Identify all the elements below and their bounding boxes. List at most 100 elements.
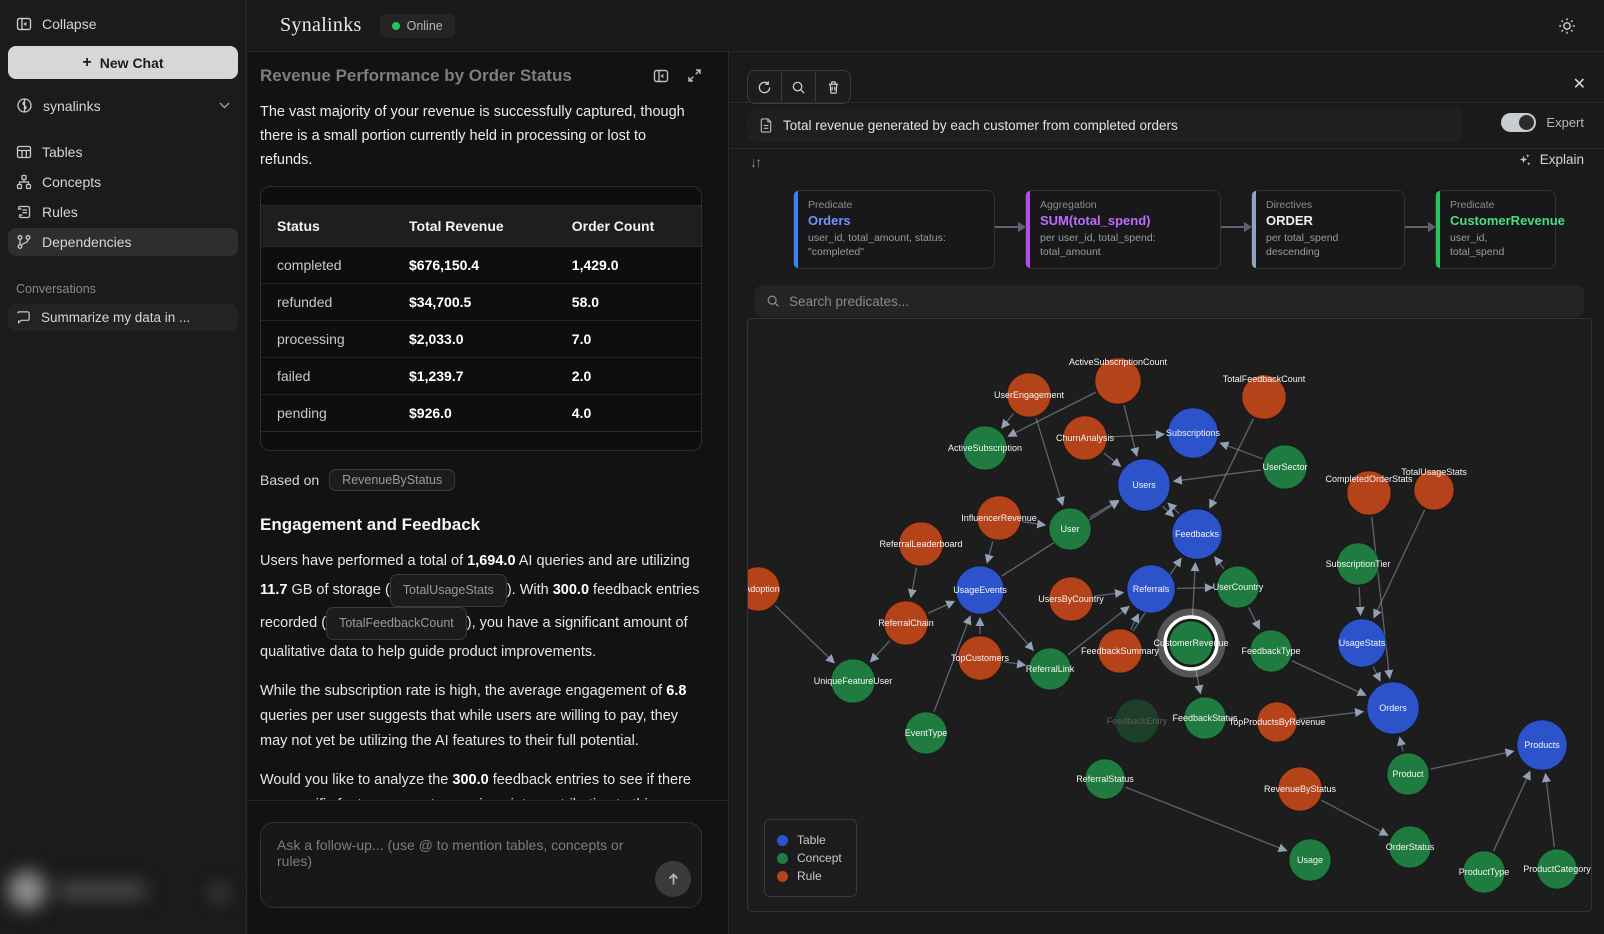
graph-node-EventType[interactable]: EventType xyxy=(904,711,948,755)
graph-node-TotalFeedbackCount[interactable]: TotalFeedbackCount xyxy=(1223,374,1306,420)
expand-icon[interactable] xyxy=(687,68,702,84)
graph-node-label: ReferralStatus xyxy=(1076,774,1134,784)
workspace-name: synalinks xyxy=(43,97,101,114)
sidebar-item-dependencies[interactable]: Dependencies xyxy=(8,228,238,256)
graph-node-Orders[interactable]: Orders xyxy=(1366,681,1420,735)
graph-node-UniqueFeatureUser[interactable]: UniqueFeatureUser xyxy=(814,658,893,704)
graph-node-label: ChurnAnalysis xyxy=(1056,433,1115,443)
graph-edge xyxy=(1298,708,1365,721)
graph-node-ReferralChain[interactable]: ReferralChain xyxy=(878,600,934,646)
reference-chip[interactable]: TotalFeedbackCount xyxy=(326,607,467,640)
graph-node-ChurnAnalysis[interactable]: ChurnAnalysis xyxy=(1056,415,1115,461)
trash-icon[interactable] xyxy=(816,71,850,103)
graph-node-TopProductsByRevenue[interactable]: TopProductsByRevenue xyxy=(1229,701,1326,743)
predicate-search xyxy=(755,285,1584,317)
graph-edge xyxy=(1430,748,1515,770)
table-icon xyxy=(16,144,32,160)
pipeline-card-order[interactable]: Directives ORDER per total_spend descend… xyxy=(1251,190,1405,269)
based-on-label: Based on xyxy=(260,472,320,488)
graph-node-label: RevenueByStatus xyxy=(1264,784,1337,794)
graph-node-ProductType[interactable]: ProductType xyxy=(1459,850,1510,894)
graph-node-ReferralStatus[interactable]: ReferralStatus xyxy=(1076,758,1134,800)
pipeline-card-orders[interactable]: Predicate Orders user_id, total_amount, … xyxy=(793,190,995,269)
pipeline-card-customerrevenue[interactable]: Predicate CustomerRevenue user_id, total… xyxy=(1435,190,1565,269)
follow-up-input[interactable] xyxy=(261,823,701,907)
graph-node-FeedbackSummary[interactable]: FeedbackSummary xyxy=(1081,628,1160,674)
expert-toggle[interactable] xyxy=(1501,113,1537,132)
col-status: Status xyxy=(261,205,393,247)
refresh-icon[interactable] xyxy=(748,71,782,103)
graph-edge xyxy=(907,567,918,599)
table-row: failed $1,239.7 2.0 xyxy=(261,357,701,395)
dependency-graph[interactable]: ActiveSubscriptionCount UserEngagement Tot… xyxy=(747,318,1592,912)
graph-node-UsageStats[interactable]: UsageStats xyxy=(1337,618,1387,668)
graph-node-label: Usage xyxy=(1297,855,1323,865)
graph-node-label: FeedbackStatus xyxy=(1172,713,1238,723)
graph-node-UsageEvents[interactable]: UsageEvents xyxy=(953,565,1007,615)
workspace-selector[interactable]: synalinks xyxy=(8,91,238,120)
graph-edge xyxy=(1320,799,1389,836)
graph-node-TopCustomers[interactable]: TopCustomers xyxy=(951,635,1010,681)
graph-node-User[interactable]: User xyxy=(1048,507,1092,551)
graph-node-UserCountry[interactable]: UserCountry xyxy=(1213,565,1264,609)
graph-node-Subscriptions[interactable]: Subscriptions xyxy=(1166,407,1221,459)
collapse-button[interactable]: Collapse xyxy=(8,10,238,38)
pipeline-card-sumtotalspend[interactable]: Aggregation SUM(total_spend) per user_id… xyxy=(1025,190,1221,269)
graph-edge xyxy=(869,640,891,663)
graph-node-Product[interactable]: Product xyxy=(1386,752,1430,796)
predicate-search-input[interactable] xyxy=(789,293,1573,309)
new-chat-button[interactable]: + New Chat xyxy=(8,46,238,79)
concepts-icon xyxy=(16,174,32,190)
graph-node-reAdoption[interactable]: reAdoption xyxy=(748,566,781,612)
graph-node-Products[interactable]: Products xyxy=(1516,719,1568,771)
graph-node-InfluencerRevenue[interactable]: InfluencerRevenue xyxy=(961,495,1037,541)
graph-edge xyxy=(996,609,1035,651)
sidebar-item-concepts[interactable]: Concepts xyxy=(8,168,238,196)
legend-item-rule: Rule xyxy=(777,869,842,883)
question-bar[interactable]: Total revenue generated by each customer… xyxy=(747,108,1463,142)
graph-node-ActiveSubscriptionCount[interactable]: ActiveSubscriptionCount xyxy=(1069,357,1168,405)
graph-node-ActiveSubscription[interactable]: ActiveSubscription xyxy=(948,425,1022,471)
graph-node-label: Feedbacks xyxy=(1175,529,1220,539)
expert-label: Expert xyxy=(1546,115,1584,130)
graph-node-ProductCategory[interactable]: ProductCategory xyxy=(1523,848,1591,890)
graph-node-label: UsageStats xyxy=(1339,638,1386,648)
conversation-title: Summarize my data in ... xyxy=(41,310,191,325)
graph-node-FeedbackEntry[interactable]: FeedbackEntry xyxy=(1107,698,1168,744)
reference-chip[interactable]: TotalUsageStats xyxy=(389,574,507,607)
graph-node-UserEngagement[interactable]: UserEngagement xyxy=(994,372,1065,418)
graph-node-CompletedOrderStats[interactable]: CompletedOrderStats xyxy=(1325,470,1413,516)
theme-toggle-sun-icon[interactable] xyxy=(1558,17,1576,35)
graph-node-SubscriptionTier[interactable]: SubscriptionTier xyxy=(1326,542,1391,586)
graph-node-UsersByCountry[interactable]: UsersByCountry xyxy=(1038,576,1104,622)
graph-node-ReferralLink[interactable]: ReferralLink xyxy=(1026,647,1075,691)
search-icon[interactable] xyxy=(782,71,816,103)
sidebar-item-rules[interactable]: Rules xyxy=(8,198,238,226)
graph-node-OrderStatus[interactable]: OrderStatus xyxy=(1386,825,1435,869)
explain-button[interactable]: Explain xyxy=(1517,152,1584,167)
graph-node-FeedbackStatus[interactable]: FeedbackStatus xyxy=(1172,696,1238,740)
graph-node-ReferralLeaderboard[interactable]: ReferralLeaderboard xyxy=(879,521,963,567)
graph-node-UserSector[interactable]: UserSector xyxy=(1262,444,1308,490)
send-button[interactable] xyxy=(655,861,691,897)
based-on-chip[interactable]: RevenueByStatus xyxy=(329,469,456,491)
sidebar-item-tables[interactable]: Tables xyxy=(8,138,238,166)
graph-node-Usage[interactable]: Usage xyxy=(1288,838,1332,882)
dependency-inspector: ✕ Total revenue generated by each custom… xyxy=(730,52,1604,934)
open-side-panel-icon[interactable] xyxy=(653,68,669,84)
sort-icon[interactable]: ↓↑ xyxy=(750,154,762,170)
graph-node-Feedbacks[interactable]: Feedbacks xyxy=(1171,508,1223,560)
graph-node-Users[interactable]: Users xyxy=(1117,458,1171,512)
graph-node-TotalUsageStats[interactable]: TotalUsageStats xyxy=(1401,467,1467,511)
graph-node-Referrals[interactable]: Referrals xyxy=(1126,564,1176,614)
conversation-item[interactable]: Summarize my data in ... xyxy=(8,304,238,331)
composer xyxy=(260,822,702,908)
graph-node-FeedbackType[interactable]: FeedbackType xyxy=(1241,629,1301,673)
graph-node-CustomerRevenue[interactable]: CustomerRevenue xyxy=(1153,608,1229,678)
graph-node-RevenueByStatus[interactable]: RevenueByStatus xyxy=(1264,766,1337,812)
graph-edge xyxy=(1022,519,1047,529)
graph-node-label: EventType xyxy=(905,728,948,738)
graph-node-label: TopProductsByRevenue xyxy=(1229,717,1326,727)
close-icon[interactable]: ✕ xyxy=(1572,76,1586,93)
user-profile-blurred[interactable] xyxy=(8,862,218,918)
